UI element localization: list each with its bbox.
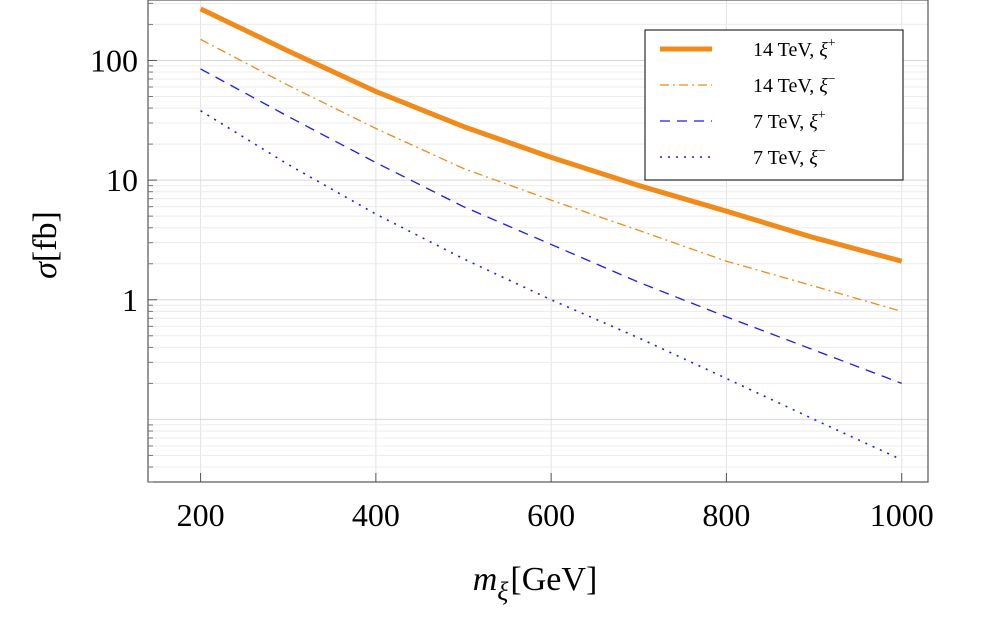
legend-label-1: 14 TeV, ξ+	[753, 36, 836, 61]
x-tick-label: 1000	[870, 497, 934, 533]
x-axis-title: mξ[GeV]	[473, 561, 598, 606]
series-layer	[199, 6, 903, 461]
series-line-3	[200, 68, 902, 385]
y-axis-title: σ[fb]	[27, 211, 64, 279]
y-tick-label: 10	[106, 162, 138, 198]
series-line-4	[200, 110, 903, 461]
legend-label-4: 7 TeV, ξ−	[753, 144, 826, 169]
legend-box	[644, 29, 904, 181]
legend-label-3: 7 TeV, ξ+	[753, 108, 826, 133]
x-tick-label: 400	[352, 497, 400, 533]
series-line-2	[200, 38, 902, 312]
plot-frame	[147, 0, 929, 483]
x-tick-label: 600	[527, 497, 575, 533]
series-line-1	[199, 6, 903, 264]
legend-label-2: 14 TeV, ξ−	[753, 72, 836, 97]
legend: 14 TeV, ξ+ 14 TeV, ξ− 7 TeV, ξ+ 7 TeV, ξ−	[644, 29, 904, 181]
x-tick-label: 800	[702, 497, 750, 533]
x-tick-label: 200	[177, 497, 225, 533]
y-tick-label: 1	[122, 282, 138, 318]
y-tick-label: 100	[90, 42, 138, 78]
tick-layer: 200 400 600 800 1000 1 10 100	[90, 2, 934, 533]
